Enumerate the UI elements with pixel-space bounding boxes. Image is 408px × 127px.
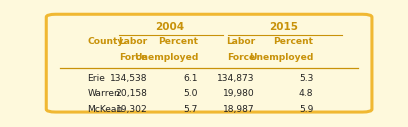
Text: 19,302: 19,302 (115, 105, 147, 114)
Text: McKean: McKean (87, 105, 123, 114)
Text: 4.8: 4.8 (299, 89, 313, 98)
Text: 19,980: 19,980 (223, 89, 255, 98)
Text: 18,987: 18,987 (223, 105, 255, 114)
Text: Warren: Warren (87, 89, 120, 98)
Text: 134,873: 134,873 (217, 74, 255, 83)
Text: 20,158: 20,158 (115, 89, 147, 98)
Text: 2004: 2004 (155, 22, 184, 32)
Text: 5.7: 5.7 (184, 105, 198, 114)
Text: Percent: Percent (273, 37, 313, 46)
Text: Erie: Erie (87, 74, 105, 83)
Text: Labor: Labor (118, 37, 147, 46)
Text: 5.9: 5.9 (299, 105, 313, 114)
Text: Force: Force (227, 53, 255, 62)
Text: County: County (87, 37, 124, 46)
Text: 5.0: 5.0 (184, 89, 198, 98)
Text: 6.1: 6.1 (184, 74, 198, 83)
Text: 134,538: 134,538 (110, 74, 147, 83)
Text: 5.3: 5.3 (299, 74, 313, 83)
Text: Percent: Percent (158, 37, 198, 46)
Text: Labor: Labor (226, 37, 255, 46)
FancyBboxPatch shape (46, 14, 372, 112)
Text: Unemployed: Unemployed (249, 53, 313, 62)
Text: Force: Force (119, 53, 147, 62)
Text: 2015: 2015 (269, 22, 298, 32)
Text: Unemployed: Unemployed (134, 53, 198, 62)
